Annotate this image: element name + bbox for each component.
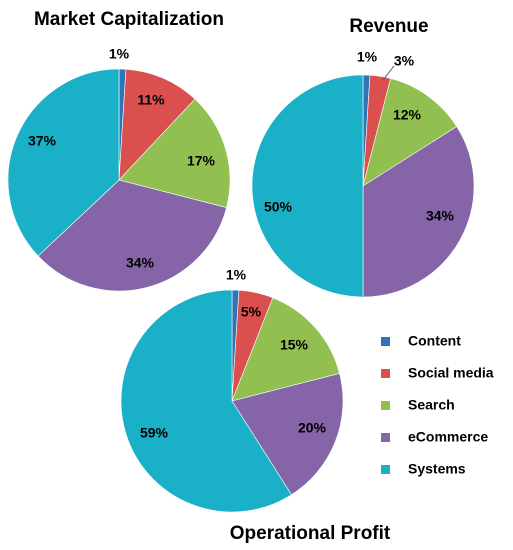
revenue-label-content: 1% xyxy=(357,49,378,65)
market-capitalization-label-social-media: 11% xyxy=(137,92,165,108)
operational-profit-slice-search xyxy=(231,297,340,402)
market-capitalization-slice-search xyxy=(118,98,231,208)
legend-item-social-media: Social media xyxy=(381,365,494,381)
legend: Content Social media Search eCommerce System… xyxy=(381,333,494,477)
market-capitalization-label-systems: 37% xyxy=(28,133,57,149)
operational-profit-pie: 1% 5% 15% 20% 59% Operational Profit xyxy=(120,267,391,544)
revenue-label-systems: 50% xyxy=(264,199,293,215)
legend-item-ecommerce: eCommerce xyxy=(381,429,488,445)
operational-profit-label-ecommerce: 20% xyxy=(298,420,327,436)
operational-profit-label-social-media: 5% xyxy=(241,304,262,320)
legend-label-content: Content xyxy=(408,333,461,349)
revenue-title: Revenue xyxy=(349,16,428,37)
market-capitalization-title: Market Capitalization xyxy=(34,9,224,30)
legend-swatch-ecommerce xyxy=(381,433,390,442)
revenue-leader-line xyxy=(382,65,395,81)
legend-swatch-systems xyxy=(381,465,390,474)
legend-swatch-content xyxy=(381,337,390,346)
revenue-label-search: 12% xyxy=(393,107,422,123)
legend-label-systems: Systems xyxy=(408,461,466,477)
operational-profit-label-content: 1% xyxy=(226,267,247,283)
operational-profit-label-systems: 59% xyxy=(140,425,169,441)
market-capitalization-label-content: 1% xyxy=(109,46,130,62)
market-capitalization-slice-social-media xyxy=(118,68,196,181)
market-capitalization-label-ecommerce: 34% xyxy=(126,255,155,271)
legend-swatch-search xyxy=(381,401,390,410)
legend-swatch-social-media xyxy=(381,369,390,378)
operational-profit-label-search: 15% xyxy=(280,337,309,353)
revenue-slice-ecommerce xyxy=(362,126,475,298)
operational-profit-slice-systems xyxy=(120,289,292,513)
legend-label-social-media: Social media xyxy=(408,365,494,381)
revenue-pie: 1% 3% 12% 34% 50% Revenue xyxy=(251,16,475,298)
legend-label-ecommerce: eCommerce xyxy=(408,429,488,445)
market-capitalization-slice-systems xyxy=(7,68,120,257)
market-capitalization-pie: 1% 11% 17% 34% 37% Market Capitalization xyxy=(7,9,231,292)
legend-item-systems: Systems xyxy=(381,461,466,477)
operational-profit-slice-ecommerce xyxy=(231,373,344,496)
legend-item-content: Content xyxy=(381,333,461,349)
market-capitalization-slice-ecommerce xyxy=(37,179,227,292)
operational-profit-title: Operational Profit xyxy=(230,523,391,544)
revenue-label-social-media: 3% xyxy=(394,53,415,69)
legend-label-search: Search xyxy=(408,397,455,413)
legend-item-search: Search xyxy=(381,397,455,413)
revenue-slice-search xyxy=(362,78,458,187)
revenue-slice-systems xyxy=(251,74,364,298)
market-capitalization-label-search: 17% xyxy=(187,153,216,169)
revenue-label-ecommerce: 34% xyxy=(426,208,455,224)
